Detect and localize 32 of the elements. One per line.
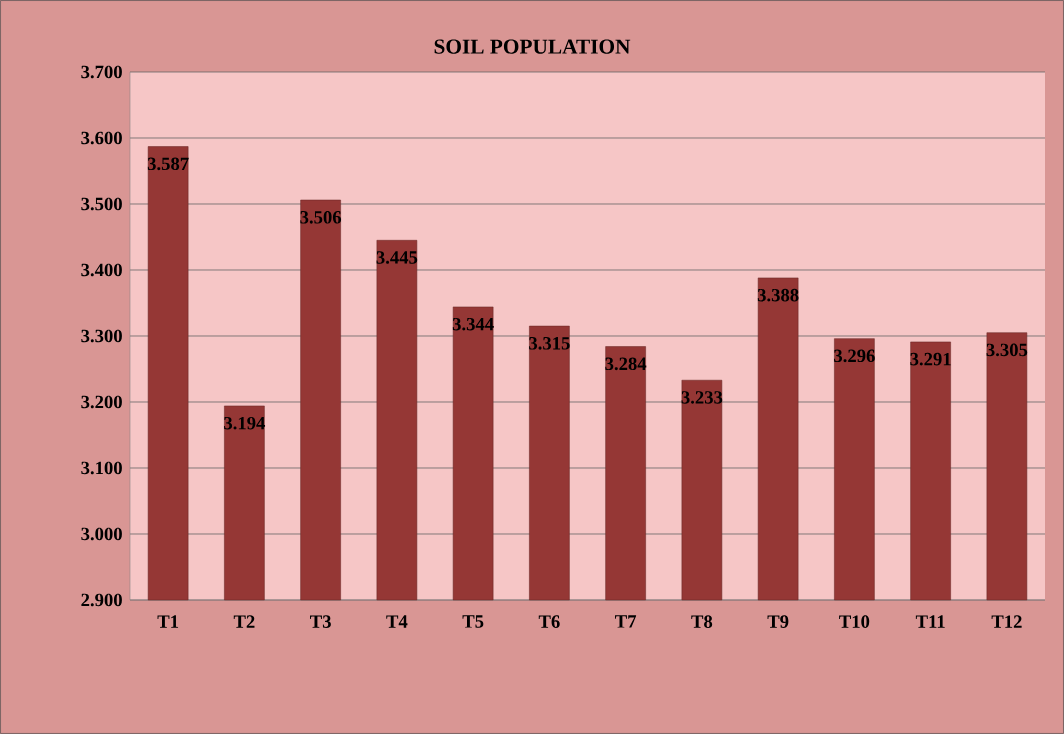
- x-tick-label: T8: [691, 615, 713, 628]
- chart-title: SOIL POPULATION: [434, 39, 631, 54]
- y-tick-label: 3.200: [81, 395, 122, 409]
- x-tick-label: T11: [915, 615, 945, 628]
- x-tick-label: T1: [157, 615, 179, 628]
- x-tick-label: T7: [615, 615, 637, 628]
- x-tick-label: T9: [767, 615, 789, 628]
- data-label: 3.296: [834, 349, 875, 363]
- x-tick-label: T12: [991, 615, 1022, 628]
- x-tick-label: T6: [538, 615, 560, 628]
- y-tick-label: 3.500: [81, 197, 122, 211]
- x-tick-label: T10: [839, 615, 870, 628]
- data-label: 3.506: [300, 210, 342, 224]
- y-tick-label: 3.600: [81, 131, 122, 145]
- y-tick-label: 2.900: [81, 593, 122, 607]
- x-tick-label: T2: [233, 615, 255, 628]
- x-tick-label: T3: [310, 615, 331, 628]
- data-label: 3.194: [224, 416, 266, 430]
- data-label: 3.305: [986, 343, 1028, 357]
- x-tick-label: T5: [462, 615, 484, 628]
- data-label: 3.587: [147, 157, 189, 171]
- y-tick-label: 3.700: [81, 65, 122, 79]
- y-tick-label: 3.300: [81, 329, 122, 343]
- data-label: 3.291: [910, 352, 951, 366]
- data-label: 3.344: [452, 317, 494, 331]
- x-tick-label: T4: [386, 615, 408, 628]
- data-label: 3.315: [529, 337, 570, 350]
- data-label: 3.388: [757, 288, 799, 302]
- y-tick-label: 3.000: [81, 527, 122, 541]
- data-label: 3.445: [376, 251, 418, 264]
- y-tick-label: 3.100: [81, 461, 122, 475]
- y-tick-label: 3.400: [81, 263, 122, 277]
